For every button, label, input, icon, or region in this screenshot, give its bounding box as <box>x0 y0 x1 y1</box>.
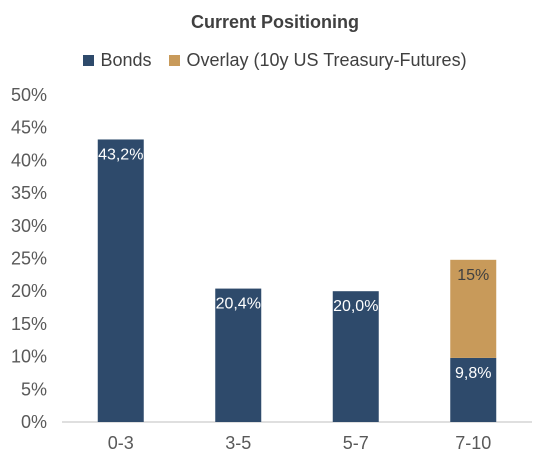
x-tick-label: 7-10 <box>455 433 491 453</box>
legend-swatch-overlay <box>169 55 181 66</box>
bar-bonds <box>450 357 497 422</box>
legend-label-bonds: Bonds <box>100 50 152 70</box>
x-tick-label: 3-5 <box>225 433 251 453</box>
y-tick-label: 25% <box>11 249 47 269</box>
bar-bonds <box>97 139 144 423</box>
data-label: 20,0% <box>333 298 378 315</box>
bar-bonds <box>215 288 262 422</box>
data-label: 20,4% <box>216 296 261 313</box>
y-tick-label: 0% <box>21 412 47 432</box>
y-tick-label: 5% <box>21 379 47 399</box>
y-tick-label: 45% <box>11 118 47 138</box>
x-tick-label: 5-7 <box>343 433 369 453</box>
bar-bonds <box>332 291 379 422</box>
data-label: 15% <box>457 267 489 284</box>
legend-label-overlay: Overlay (10y US Treasury-Futures) <box>186 50 467 70</box>
legend: Bonds Overlay (10y US Treasury-Futures) <box>0 50 550 71</box>
data-label: 9,8% <box>455 365 491 382</box>
data-label: 43,2% <box>98 146 143 163</box>
chart-title: Current Positioning <box>191 12 359 32</box>
x-tick-label: 0-3 <box>108 433 134 453</box>
y-tick-label: 20% <box>11 281 47 301</box>
y-tick-label: 30% <box>11 216 47 236</box>
legend-item-bonds: Bonds <box>83 50 151 71</box>
legend-swatch-bonds <box>83 55 95 66</box>
y-tick-label: 50% <box>11 85 47 105</box>
y-tick-label: 10% <box>11 347 47 367</box>
y-tick-label: 15% <box>11 314 47 334</box>
legend-item-overlay: Overlay (10y US Treasury-Futures) <box>169 50 467 71</box>
y-tick-label: 40% <box>11 150 47 170</box>
bar-overlay <box>450 259 497 358</box>
y-tick-label: 35% <box>11 183 47 203</box>
